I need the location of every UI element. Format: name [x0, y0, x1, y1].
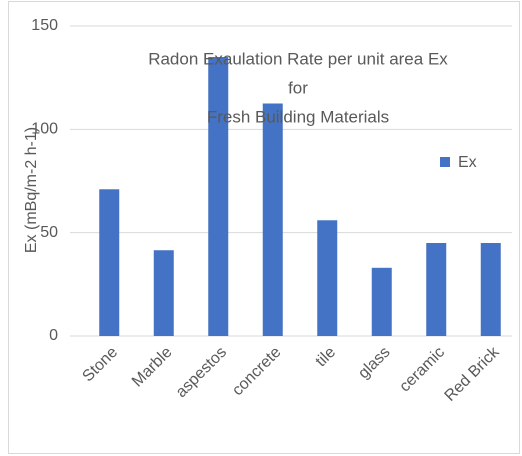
- bar: [317, 220, 338, 336]
- y-tick-label: 50: [40, 224, 58, 241]
- y-axis-label: Ex (mBq/m-2 h-1): [23, 127, 40, 253]
- legend-label: Ex: [458, 154, 477, 171]
- bar: [262, 103, 283, 336]
- bar: [208, 57, 229, 336]
- bar: [426, 243, 447, 336]
- chart-title: Fresh Building Materials: [207, 107, 389, 126]
- y-tick-label: 0: [49, 327, 58, 344]
- chart-title: for: [288, 78, 308, 97]
- legend-swatch: [440, 157, 450, 167]
- bar: [480, 243, 501, 336]
- chart-title: Radon Exaulation Rate per unit area Ex: [148, 49, 448, 68]
- y-tick-label: 150: [31, 17, 58, 34]
- bar: [99, 189, 120, 336]
- bar: [371, 267, 392, 336]
- bar: [153, 250, 174, 336]
- y-tick-label: 100: [31, 121, 58, 138]
